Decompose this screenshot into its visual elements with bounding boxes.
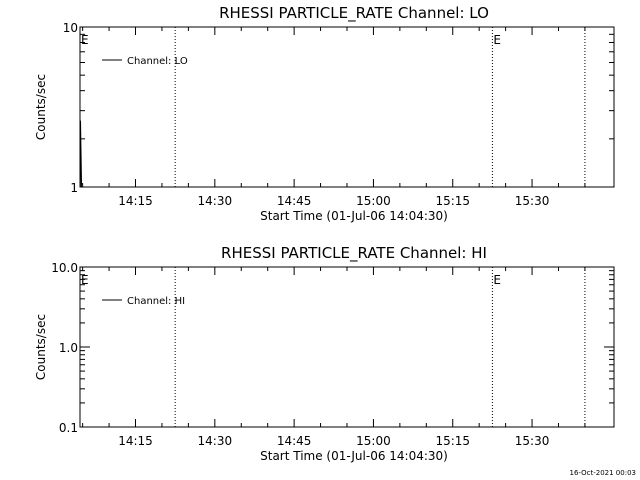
event-marker: E	[493, 33, 501, 47]
y-axis-label: Counts/sec	[34, 314, 48, 380]
y-tick-label: 1	[70, 181, 78, 195]
x-tick-label: 14:15	[118, 434, 153, 448]
chart-panel-2: RHESSI PARTICLE_RATE Channel: HI 0.1 1.0 10…	[34, 244, 615, 463]
legend-entry: Channel: LO	[127, 56, 188, 67]
x-tick-label: 14:30	[198, 434, 233, 448]
series-line	[79, 120, 83, 188]
x-tick-label: 14:15	[118, 194, 153, 208]
event-marker: E	[81, 33, 89, 47]
legend-entry: Channel: HI	[127, 296, 185, 307]
y-tick-label: 0.1	[59, 421, 78, 435]
chart-panel-1: RHESSI PARTICLE_RATE Channel: LO 1 10 14:15…	[34, 4, 615, 223]
x-tick-label: 15:15	[435, 434, 470, 448]
chart-title: RHESSI PARTICLE_RATE Channel: LO	[219, 4, 489, 23]
x-tick-label: 15:00	[356, 434, 391, 448]
x-tick-label: 15:00	[356, 194, 391, 208]
x-tick-label: 15:30	[515, 194, 550, 208]
x-tick-label: 14:45	[277, 434, 312, 448]
x-axis-label: Start Time (01-Jul-06 14:04:30)	[260, 209, 448, 223]
event-marker: E	[81, 273, 89, 287]
y-tick-label: 10.0	[51, 261, 78, 275]
event-marker: E	[493, 273, 501, 287]
x-tick-label: 15:15	[435, 194, 470, 208]
plot-frame	[79, 266, 615, 428]
y-axis-label: Counts/sec	[34, 74, 48, 140]
x-tick-label: 14:45	[277, 194, 312, 208]
x-tick-label: 14:30	[198, 194, 233, 208]
plot-frame	[79, 26, 615, 188]
x-axis-label: Start Time (01-Jul-06 14:04:30)	[260, 449, 448, 463]
footer-timestamp: 16-Oct-2021 00:03	[570, 469, 636, 477]
chart-title: RHESSI PARTICLE_RATE Channel: HI	[221, 244, 487, 263]
y-tick-label: 10	[63, 21, 78, 35]
x-tick-label: 15:30	[515, 434, 550, 448]
y-tick-label: 1.0	[59, 341, 78, 355]
